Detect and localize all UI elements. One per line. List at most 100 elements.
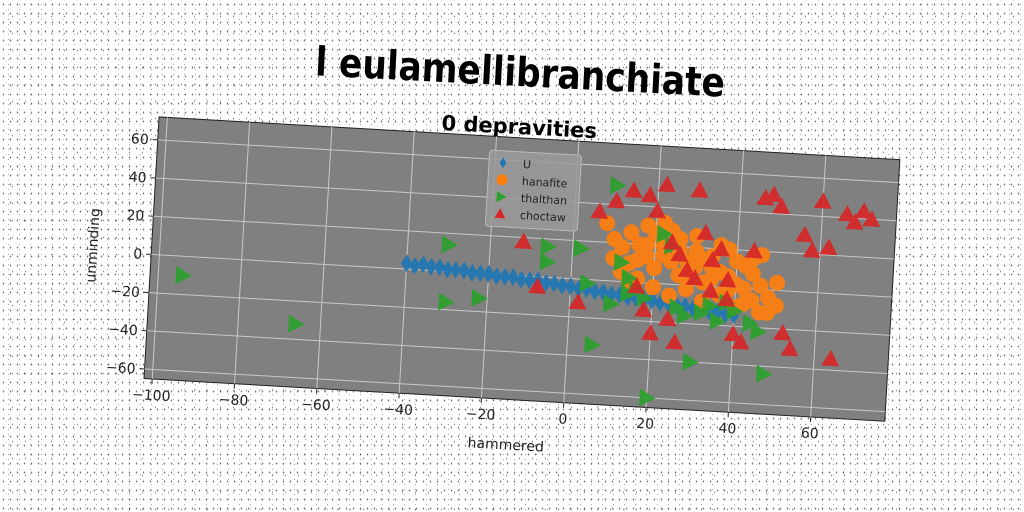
data-point xyxy=(742,314,759,332)
data-point xyxy=(623,224,640,241)
data-point xyxy=(769,274,786,291)
data-point xyxy=(603,294,620,313)
data-point xyxy=(540,237,557,256)
data-point xyxy=(718,271,737,288)
plot-area xyxy=(143,116,901,422)
series-choctaw xyxy=(514,175,881,367)
data-point xyxy=(646,291,658,310)
data-point xyxy=(709,312,727,331)
data-point xyxy=(540,273,552,292)
data-point xyxy=(658,309,677,327)
data-point xyxy=(638,388,656,407)
y-ticks: −60 −40 −20 0 20 40 60 xyxy=(106,131,158,378)
legend-marker xyxy=(494,208,506,219)
data-point xyxy=(621,268,638,287)
data-point xyxy=(499,267,511,286)
data-point xyxy=(624,181,643,198)
x-tick-label: −100 xyxy=(132,387,171,405)
data-point xyxy=(539,252,557,271)
data-point xyxy=(450,261,462,280)
data-point xyxy=(665,333,684,350)
data-point xyxy=(640,186,659,203)
data-point xyxy=(589,282,601,301)
legend-marker xyxy=(499,157,507,169)
data-point xyxy=(627,277,646,294)
data-point xyxy=(701,281,720,299)
data-point xyxy=(425,257,437,276)
data-point xyxy=(657,175,676,193)
data-point xyxy=(845,213,864,230)
data-point xyxy=(711,239,730,257)
data-point xyxy=(744,241,763,259)
data-point xyxy=(677,260,696,278)
x-grid-line xyxy=(645,145,662,408)
data-point xyxy=(648,201,666,219)
x-ticks: −100 −80 −60 −40 −20 0 20 40 60 xyxy=(132,378,819,442)
data-point xyxy=(590,202,609,220)
legend-box xyxy=(485,149,582,232)
data-point xyxy=(471,288,488,307)
data-point xyxy=(573,239,590,258)
y-grid-line xyxy=(148,292,890,336)
legend-marker xyxy=(496,174,508,186)
data-point xyxy=(640,324,659,341)
legend-marker xyxy=(496,191,507,203)
data-point xyxy=(288,314,305,333)
legend-label: U xyxy=(523,158,532,171)
data-point xyxy=(556,276,568,295)
data-point xyxy=(772,197,791,215)
x-grid-line xyxy=(151,117,168,380)
legend-label: hanafite xyxy=(522,175,568,191)
data-point xyxy=(702,296,719,315)
data-point xyxy=(661,287,678,304)
x-tick-label: −60 xyxy=(301,397,331,415)
data-point xyxy=(417,255,429,274)
y-grid-line xyxy=(146,330,888,374)
x-tick-label: 40 xyxy=(718,421,737,438)
data-point xyxy=(750,304,767,321)
legend-label: choctaw xyxy=(520,209,567,225)
data-point xyxy=(780,339,799,357)
y-tick-label: 40 xyxy=(128,170,147,187)
x-tick-label: 0 xyxy=(558,411,568,427)
data-point xyxy=(656,224,674,243)
data-point xyxy=(821,349,840,367)
data-point xyxy=(795,225,814,243)
data-point xyxy=(645,279,662,296)
data-point xyxy=(507,268,519,287)
data-point xyxy=(613,252,631,271)
y-tick-label: −40 xyxy=(108,322,138,340)
data-point xyxy=(514,232,533,250)
data-point xyxy=(474,264,486,283)
data-point xyxy=(401,254,413,273)
data-point xyxy=(685,269,704,286)
y-tick-label: 20 xyxy=(126,208,145,225)
y-tick-label: 0 xyxy=(133,246,143,262)
data-point xyxy=(579,273,597,292)
series-points xyxy=(175,175,881,407)
data-point xyxy=(491,267,503,286)
data-point xyxy=(767,297,784,314)
data-point xyxy=(752,277,769,294)
x-grid-line xyxy=(316,126,333,389)
data-point xyxy=(646,260,663,277)
data-point xyxy=(466,263,478,282)
data-point xyxy=(458,261,470,280)
data-point xyxy=(607,191,626,209)
data-point xyxy=(862,210,881,228)
data-point xyxy=(734,295,751,312)
data-point xyxy=(854,202,873,219)
data-point xyxy=(630,236,647,253)
data-point xyxy=(609,176,627,195)
data-point xyxy=(634,300,653,318)
y-grid-line xyxy=(144,368,886,413)
data-point xyxy=(597,282,609,301)
data-point xyxy=(548,274,560,293)
y-tick-label: −60 xyxy=(106,360,136,378)
data-point xyxy=(702,250,721,268)
data-point xyxy=(564,277,577,296)
data-point xyxy=(433,258,446,277)
data-point xyxy=(717,290,736,307)
data-point xyxy=(441,260,454,279)
